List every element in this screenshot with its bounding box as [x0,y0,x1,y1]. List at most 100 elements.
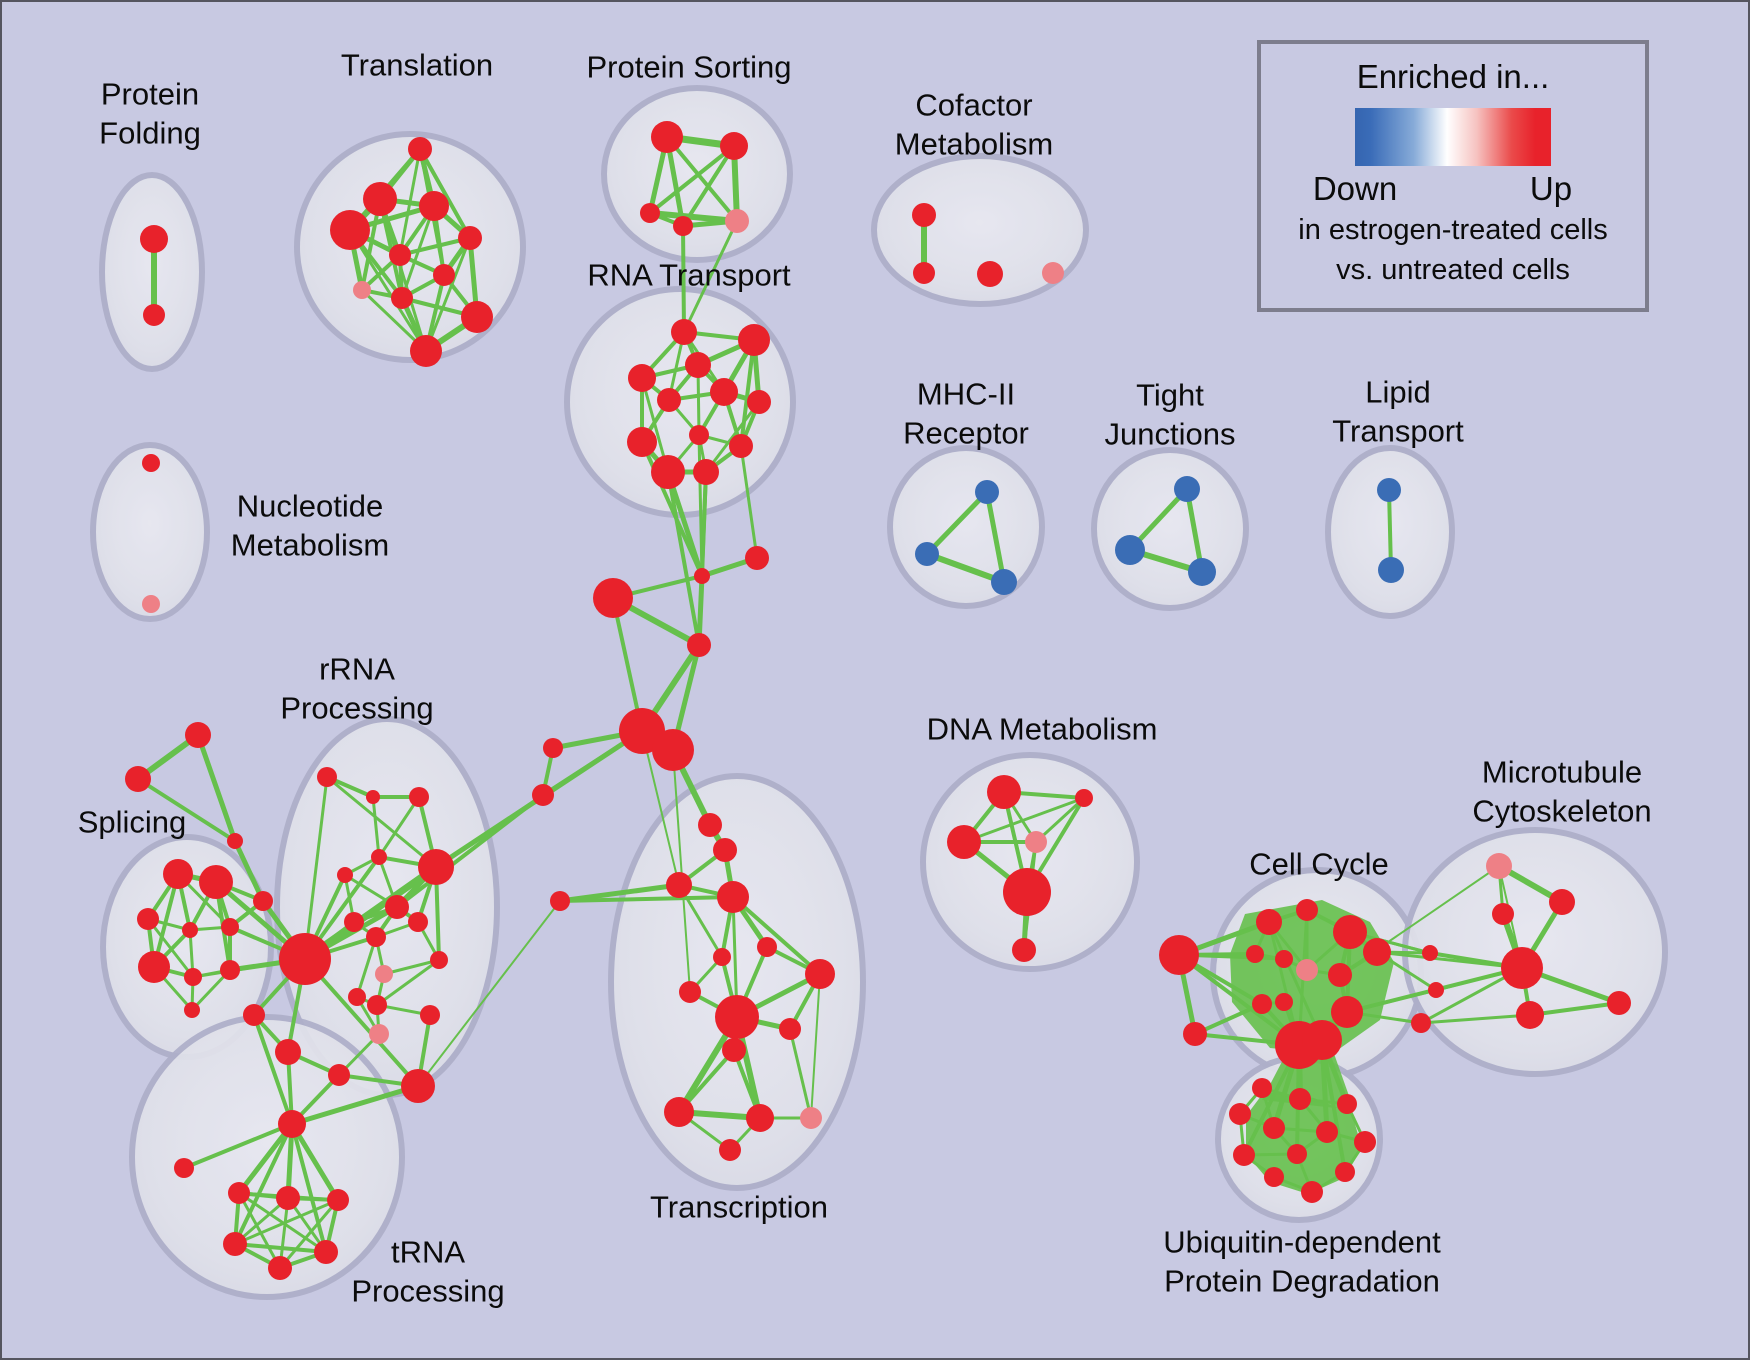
edge [252,1013,294,1126]
edge [1267,920,1324,1042]
cluster-label-mhc-ii-receptor-line2: Receptor [903,416,1029,451]
gene-set-node-151 [1378,557,1404,583]
edge [182,1122,294,1170]
gene-set-node-135 [1264,1167,1284,1187]
edge [731,895,822,976]
gene-set-node-141 [1042,262,1064,284]
cluster-label-protein-folding-line2: Folding [99,116,201,151]
gene-set-node-94 [314,1240,338,1264]
gene-set-node-79 [430,951,448,969]
cluster-label-transcription-line1: Transcription [650,1190,828,1225]
edge [1320,1038,1347,1174]
gene-set-node-10 [391,287,413,309]
edge [924,551,1007,585]
cluster-label-rna-transport-line1: RNA Transport [587,258,791,293]
cluster-ellipse-mhc-ii-receptor [887,445,1045,609]
edge [665,469,705,579]
cluster-label-dna-metabolism-line1: DNA Metabolism [927,712,1158,747]
gene-set-node-77 [366,927,386,947]
edge [682,219,739,334]
edge [1375,950,1524,970]
cluster-ellipse-nucleotide-metabolism [90,442,210,622]
edge [1528,1001,1621,1017]
gene-set-node-105 [1296,899,1318,921]
edge [400,204,436,300]
edge [348,228,428,353]
gene-set-node-22 [657,388,681,412]
cluster-label-translation-line1: Translation [341,48,493,83]
gene-set-node-14 [720,132,748,160]
gene-set-node-90 [228,1182,250,1204]
edge [558,895,735,903]
gene-set-node-139 [913,262,935,284]
gene-set-node-68 [317,767,337,787]
legend-caption-line2: vs. untreated cells [1336,254,1570,286]
gene-set-node-41 [717,881,749,913]
gene-set-node-128 [1337,1094,1357,1114]
gene-set-node-107 [1363,938,1391,966]
edge [377,795,421,859]
gene-set-node-8 [433,264,455,286]
gene-set-node-74 [385,895,409,919]
cluster-label-ubiquitin-degradation-line2: Protein Degradation [1164,1264,1440,1299]
cluster-label-mhc-ii-receptor-line1: MHC-II [917,377,1015,412]
cluster-ellipse-tight-junctions [1091,447,1249,611]
edge [233,1242,328,1254]
gene-set-node-117 [1422,945,1438,961]
gene-set-node-44 [757,937,777,957]
gene-set-node-11 [461,301,493,333]
edge [640,440,704,578]
gene-set-node-24 [747,390,771,414]
gene-set-node-111 [1328,963,1352,987]
cluster-label-rrna-processing-line2: Processing [280,691,433,726]
edge [810,973,821,1119]
gene-set-node-3 [363,182,397,216]
edge [739,338,756,448]
edge [382,958,441,976]
edge [136,777,237,843]
legend-end-labels: Down Up [1313,170,1572,210]
gene-set-node-126 [1252,1078,1272,1098]
cluster-ellipse-dna-metabolism [920,752,1140,972]
gene-set-node-51 [746,1104,774,1132]
legend-caption-line1: in estrogen-treated cells [1298,214,1608,246]
edge [278,1198,340,1270]
edge [984,489,1007,585]
gene-set-node-2 [408,137,432,161]
gene-set-node-63 [184,968,202,986]
edge [371,795,381,859]
gene-set-node-110 [1296,959,1318,981]
gene-set-node-83 [369,1024,389,1044]
cluster-label-lipid-transport-line2: Transport [1332,414,1464,449]
edge [924,489,990,557]
gene-set-node-104 [1256,909,1282,935]
edge [417,900,561,1087]
gene-set-node-123 [1501,947,1543,989]
edge [1177,953,1301,1047]
edge [418,147,472,240]
gene-set-node-6 [458,226,482,250]
legend-up-label: Up [1529,170,1573,207]
gene-set-node-17 [725,209,749,233]
edge [739,444,759,560]
gene-set-node-91 [276,1186,300,1210]
gene-set-node-45 [805,959,835,989]
gene-set-node-87 [243,1004,265,1026]
gene-set-node-26 [729,434,753,458]
edge [681,224,686,334]
gene-set-node-127 [1289,1088,1311,1110]
gene-set-node-0 [140,225,168,253]
cluster-label-protein-folding-line1: Protein [101,77,199,112]
gene-set-node-62 [138,951,170,983]
gene-set-node-59 [137,908,159,930]
gene-set-node-92 [327,1189,349,1211]
gene-set-node-93 [223,1232,247,1256]
gene-set-node-82 [420,1005,440,1025]
edge [1387,488,1393,572]
gene-set-node-46 [679,981,701,1003]
gene-set-node-35 [652,729,694,771]
gene-set-node-122 [1492,903,1514,925]
gene-set-node-100 [1003,868,1051,916]
